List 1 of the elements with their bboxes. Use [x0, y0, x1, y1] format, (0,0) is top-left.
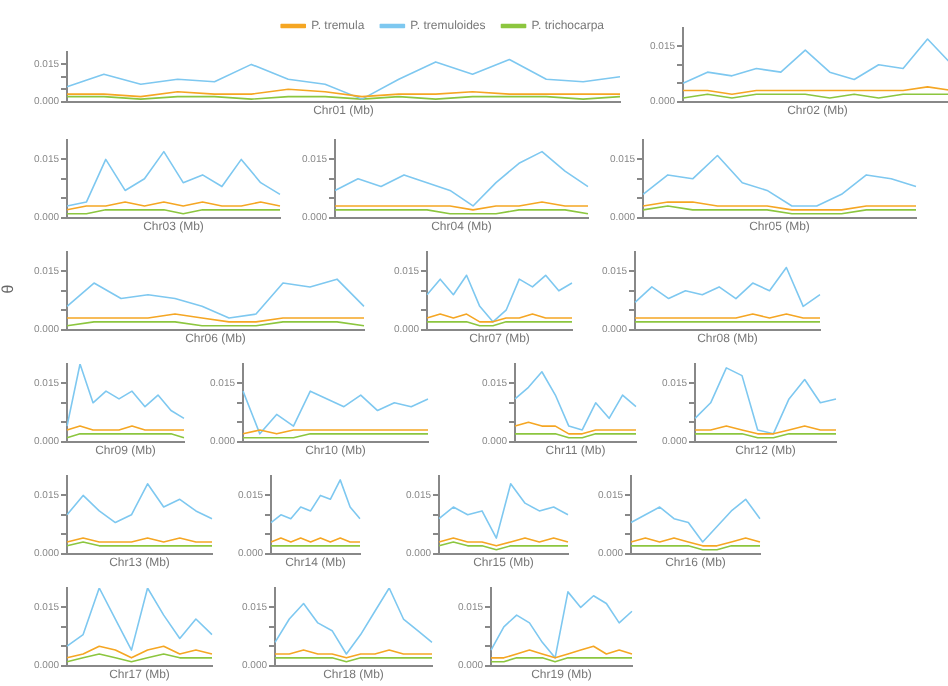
y-axis-title: θ [0, 284, 18, 294]
